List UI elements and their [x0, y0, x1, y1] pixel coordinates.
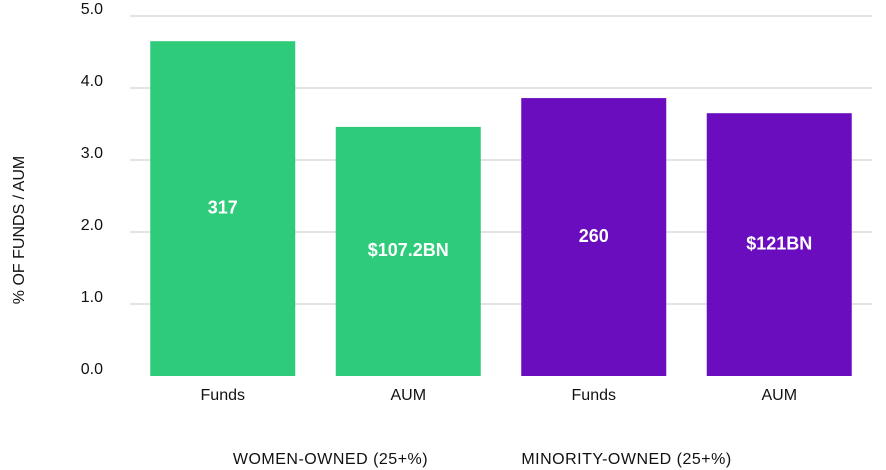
x-tick-label: AUM — [761, 387, 797, 404]
y-tick-label: 3.0 — [81, 145, 103, 162]
x-tick-label: Funds — [201, 387, 245, 404]
bar-label: $107.2BN — [368, 240, 449, 260]
bar — [521, 98, 667, 376]
y-axis-label: % OF FUNDS / AUM — [11, 156, 28, 304]
group-label: WOMEN-OWNED (25+%) — [233, 451, 428, 468]
y-tick-label: 0.0 — [81, 361, 103, 378]
bar — [150, 41, 296, 376]
y-tick-label: 2.0 — [81, 217, 103, 234]
y-tick-label: 5.0 — [81, 1, 103, 18]
y-tick-label: 1.0 — [81, 289, 103, 306]
y-tick-label: 4.0 — [81, 73, 103, 90]
bar — [335, 126, 481, 376]
bar-label: $121BN — [746, 233, 812, 253]
bar — [706, 113, 852, 376]
bar-label: 317 — [208, 197, 238, 217]
group-label: MINORITY-OWNED (25+%) — [521, 451, 731, 468]
x-tick-label: AUM — [390, 387, 426, 404]
bar-label: 260 — [579, 226, 609, 246]
x-tick-label: Funds — [572, 387, 616, 404]
